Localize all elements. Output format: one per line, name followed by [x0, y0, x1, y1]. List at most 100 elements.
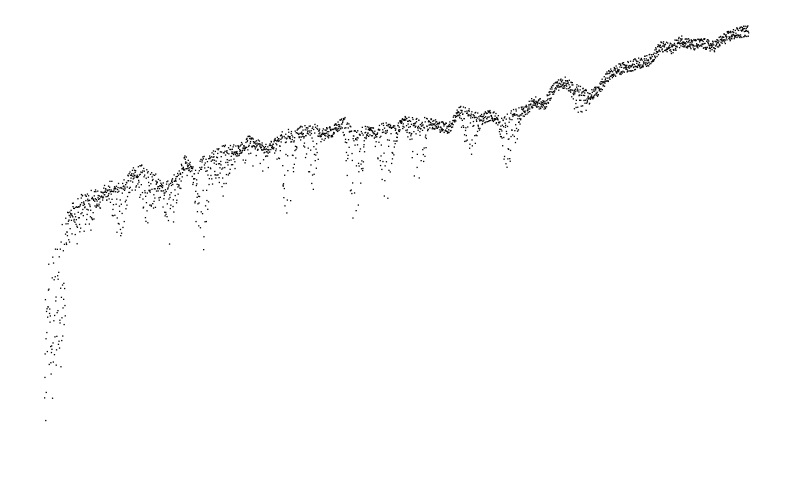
data-point [528, 100, 530, 102]
data-point [704, 46, 706, 49]
data-point [183, 169, 185, 171]
data-point [215, 160, 217, 162]
data-point [78, 206, 80, 208]
data-point [693, 39, 695, 41]
data-point [77, 211, 79, 213]
data-point [674, 44, 676, 46]
data-point [489, 110, 491, 113]
data-point [669, 49, 671, 52]
data-point [310, 130, 312, 132]
data-point [381, 168, 383, 171]
data-point [432, 128, 434, 130]
data-point [668, 44, 671, 46]
data-point [574, 91, 576, 93]
data-point [665, 49, 667, 52]
data-point [174, 179, 177, 181]
data-point [208, 183, 210, 186]
data-point [222, 177, 224, 179]
data-point [63, 323, 65, 326]
data-point [44, 397, 46, 399]
data-point [203, 164, 206, 166]
data-point [109, 201, 112, 203]
data-point [138, 186, 140, 188]
data-point [283, 197, 285, 199]
data-point [393, 140, 395, 142]
data-point [53, 279, 55, 281]
data-point [515, 127, 518, 130]
data-point [113, 186, 116, 188]
data-point [561, 79, 564, 81]
data-point [267, 166, 269, 169]
data-point [158, 199, 160, 201]
data-point [165, 183, 168, 185]
data-point [158, 186, 160, 188]
data-point [288, 131, 290, 133]
data-point [478, 118, 480, 120]
data-point [486, 112, 488, 114]
data-point [628, 67, 631, 69]
data-point [596, 95, 599, 97]
data-point [346, 123, 348, 125]
data-point [251, 146, 253, 148]
data-point [406, 129, 408, 131]
data-point [452, 124, 454, 126]
data-point [232, 153, 235, 156]
data-point [567, 80, 569, 82]
data-point [499, 133, 501, 135]
data-point [319, 132, 321, 134]
data-point [643, 58, 645, 60]
data-point [426, 118, 428, 120]
data-point [230, 148, 232, 151]
data-point [230, 159, 232, 161]
data-point [129, 171, 131, 173]
data-point [134, 174, 136, 177]
data-point [428, 120, 430, 122]
data-point [713, 47, 715, 49]
data-point [93, 195, 95, 197]
data-point [724, 39, 726, 41]
data-point [544, 100, 546, 102]
data-point [400, 122, 402, 124]
data-point [551, 86, 553, 89]
data-point [184, 169, 186, 171]
data-point [132, 175, 134, 177]
data-point [291, 138, 293, 141]
data-point [166, 181, 168, 183]
data-point [76, 206, 78, 208]
data-point [258, 143, 260, 145]
data-point [56, 248, 58, 250]
data-point [201, 213, 204, 215]
data-point [458, 106, 460, 109]
data-point [370, 135, 373, 137]
data-point [542, 100, 544, 102]
data-point [413, 131, 415, 133]
data-point [461, 119, 463, 121]
data-point [622, 70, 624, 72]
data-point [108, 198, 110, 200]
data-point [268, 148, 270, 151]
data-point [691, 40, 694, 42]
data-point [408, 116, 410, 118]
data-point [518, 115, 521, 117]
data-point [537, 106, 539, 108]
data-point [44, 353, 46, 355]
data-point [229, 144, 232, 147]
data-point [740, 35, 742, 38]
data-point [671, 45, 673, 47]
data-point [272, 148, 275, 150]
data-point [69, 216, 71, 218]
data-point [263, 152, 265, 154]
data-point [255, 146, 257, 148]
data-point [146, 172, 149, 174]
data-point [343, 134, 345, 136]
data-point [197, 193, 199, 195]
data-point [615, 65, 617, 67]
data-point [393, 154, 395, 156]
data-point [638, 63, 640, 65]
data-point [235, 155, 238, 157]
data-point [172, 199, 174, 201]
data-point [246, 140, 248, 143]
data-point [510, 112, 512, 114]
data-point [110, 193, 112, 195]
data-point [358, 171, 360, 173]
